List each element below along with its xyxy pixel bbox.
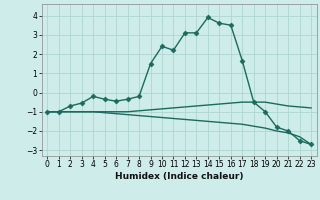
X-axis label: Humidex (Indice chaleur): Humidex (Indice chaleur)	[115, 172, 244, 181]
